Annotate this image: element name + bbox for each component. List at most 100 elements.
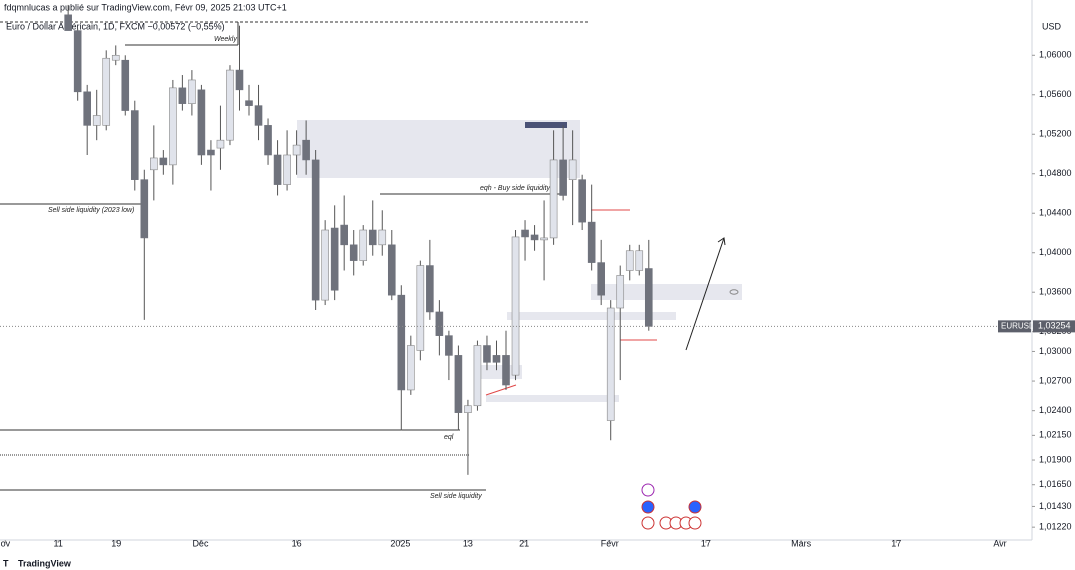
candle-body xyxy=(178,87,187,104)
candle-body xyxy=(502,355,510,386)
zone xyxy=(480,365,522,379)
candle-body xyxy=(130,110,139,180)
candle-body xyxy=(64,14,72,31)
candle-body xyxy=(292,144,301,156)
candle-body xyxy=(559,159,567,196)
currency: USD xyxy=(1042,21,1062,31)
arrow-head xyxy=(717,237,726,246)
y-tick-label: 1,05200 xyxy=(1039,129,1072,139)
x-tick-label: 17 xyxy=(891,538,901,548)
y-tick-label: 1,01430 xyxy=(1039,501,1072,511)
candle-body xyxy=(216,139,225,149)
drawings: Weekly Sell side liquidity (2023 low) eq… xyxy=(0,21,742,530)
candle-body xyxy=(264,125,272,156)
price-tag xyxy=(1033,320,1075,333)
y-tick-label: 1,01900 xyxy=(1039,454,1072,464)
red-line xyxy=(485,384,517,396)
candle-body xyxy=(578,179,586,223)
event-icon xyxy=(641,516,655,530)
candle-body xyxy=(368,229,377,246)
arrow xyxy=(685,237,725,351)
x-tick-label: 19 xyxy=(111,538,121,548)
eye-icon xyxy=(729,289,739,295)
x-tick-label: Avr xyxy=(993,538,1006,548)
x-tick-label: 21 xyxy=(519,538,529,548)
candle-body xyxy=(473,345,482,407)
candle-body xyxy=(378,229,387,246)
annotation: Sell side liquidity (2023 low) xyxy=(48,207,134,214)
candle-body xyxy=(426,265,434,313)
candle-body xyxy=(235,69,244,91)
candle-body xyxy=(102,57,111,126)
candle-body xyxy=(416,265,425,351)
zone xyxy=(525,122,567,128)
candle-body xyxy=(483,345,491,363)
symbol-tag xyxy=(998,320,1031,333)
y-tick-label: 1,04400 xyxy=(1039,208,1072,218)
y-tick-label: 1,03600 xyxy=(1039,287,1072,297)
candle-body xyxy=(464,405,472,413)
x-tick-label: Mars xyxy=(791,538,811,548)
candle-body xyxy=(226,69,234,141)
y-tick-label: 1,04800 xyxy=(1039,168,1072,178)
x-tick-label: 2025 xyxy=(390,538,410,548)
candle-body xyxy=(616,275,625,309)
y-tick-label: 1,02150 xyxy=(1039,430,1072,440)
candle-body xyxy=(159,157,168,166)
candle-body xyxy=(254,105,263,126)
candle-body xyxy=(92,115,101,126)
annotation: Weekly xyxy=(214,36,237,43)
y-tick-label: 1,01220 xyxy=(1039,522,1072,532)
candle-body xyxy=(188,79,196,104)
x-tick-label: 11 xyxy=(53,538,62,548)
x-tick-label: 13 xyxy=(463,538,473,548)
event-icon xyxy=(688,516,702,530)
event-icon xyxy=(641,483,655,497)
candle-body xyxy=(625,250,634,271)
y-tick-label: 1,02700 xyxy=(1039,375,1072,385)
candle-body xyxy=(549,159,558,239)
x-tick-label: Févr xyxy=(601,538,619,548)
candle-body xyxy=(111,54,120,61)
candle-body xyxy=(445,335,453,356)
candle-body xyxy=(73,30,82,93)
candle-body xyxy=(587,221,596,263)
candle-body xyxy=(311,159,320,301)
y-tick-label: 1,03000 xyxy=(1039,346,1072,356)
symbol-label: EURUSD xyxy=(1001,321,1035,330)
y-tick-label: 1,05600 xyxy=(1039,89,1072,99)
annotation: eqh - Buy side liquidity xyxy=(480,185,551,192)
candle-body xyxy=(245,100,253,106)
candle-body xyxy=(511,236,520,376)
candle-body xyxy=(521,229,529,238)
candle-body xyxy=(207,149,215,156)
candle-body xyxy=(568,159,577,180)
candle-body xyxy=(150,157,158,171)
candle-body xyxy=(273,154,282,185)
zone xyxy=(591,284,742,300)
candle-body xyxy=(435,311,444,336)
candle-body xyxy=(597,262,605,296)
zone xyxy=(297,120,580,178)
footer: TradingView xyxy=(18,558,72,568)
zone xyxy=(486,395,619,402)
candle-body xyxy=(454,355,463,413)
event-icon xyxy=(688,500,702,514)
y-tick-label: 1,04000 xyxy=(1039,247,1072,257)
event-icon xyxy=(641,500,655,514)
candle-body xyxy=(330,227,339,291)
candle-body xyxy=(359,229,368,261)
last-price-label: 1,03254 xyxy=(1038,321,1071,331)
logo: T xyxy=(3,558,9,568)
candle-body xyxy=(321,229,329,301)
candle-body xyxy=(397,294,406,391)
candle-body xyxy=(121,59,130,111)
chart-title: Euro / Dollar Américain, 1D, FXCM −0,005… xyxy=(6,21,225,31)
candle-body xyxy=(349,244,358,261)
candle-body xyxy=(635,250,644,271)
candle-body xyxy=(407,345,415,391)
x-tick-label: 16 xyxy=(292,538,302,548)
candle-body xyxy=(606,307,615,421)
candle-body xyxy=(83,91,91,126)
